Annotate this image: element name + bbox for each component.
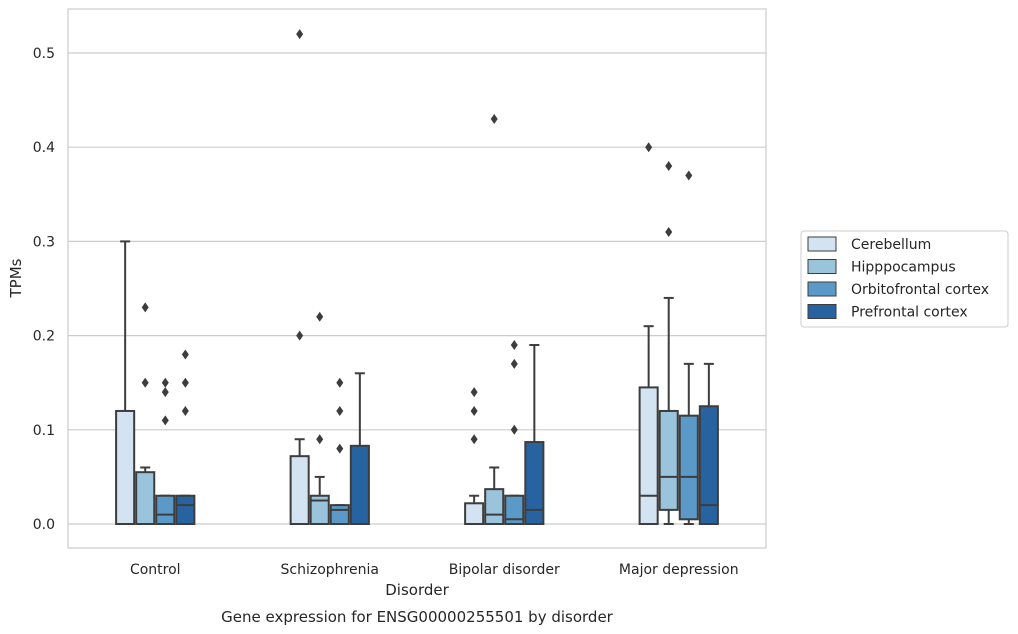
legend-label: Hipppocampus bbox=[851, 260, 956, 276]
x-axis-label: Disorder bbox=[385, 581, 449, 599]
outlier-point bbox=[510, 424, 518, 435]
box-body bbox=[349, 444, 370, 525]
box-hipppocampus-control bbox=[135, 302, 156, 526]
outlier-point bbox=[510, 358, 518, 369]
legend-label: Cerebellum bbox=[851, 237, 931, 253]
outlier-point bbox=[161, 387, 169, 398]
outlier-point bbox=[470, 405, 478, 416]
x-tick-label: Schizophrenia bbox=[281, 562, 379, 578]
box-prefrontal-cortex-control bbox=[175, 349, 196, 525]
outlier-point bbox=[645, 142, 653, 153]
box-hipppocampus-major-depression bbox=[658, 161, 679, 525]
y-tick-label: 0.3 bbox=[33, 234, 55, 250]
legend-swatch bbox=[807, 281, 837, 297]
outlier-point bbox=[296, 330, 304, 341]
outlier-point bbox=[665, 161, 673, 172]
y-tick-label: 0.1 bbox=[33, 423, 55, 439]
legend-swatch bbox=[807, 259, 837, 274]
legend-label: Prefrontal cortex bbox=[851, 305, 968, 321]
legend-frame bbox=[800, 230, 1009, 328]
outlier-point bbox=[336, 377, 344, 388]
outlier-point bbox=[316, 311, 324, 322]
outlier-point bbox=[316, 434, 324, 445]
box-body bbox=[524, 441, 545, 525]
box-body bbox=[155, 494, 176, 525]
box-body bbox=[698, 405, 719, 525]
box-body bbox=[504, 494, 525, 525]
box-prefrontal-cortex-schizophrenia bbox=[349, 372, 370, 525]
box-cerebellum-bipolar-disorder bbox=[464, 387, 485, 525]
outlier-point bbox=[665, 226, 673, 237]
x-tick-labels: Control Schizophrenia Bipolar disorder Majo… bbox=[130, 562, 739, 578]
x-tick-label: Bipolar disorder bbox=[449, 562, 560, 578]
x-tick-label: Control bbox=[130, 562, 181, 578]
box-orbitofrontal-cortex-control bbox=[155, 377, 176, 525]
outlier-point bbox=[161, 415, 169, 426]
outlier-point bbox=[181, 405, 189, 416]
outlier-point bbox=[336, 405, 344, 416]
outlier-point bbox=[181, 349, 189, 360]
outlier-point bbox=[470, 434, 478, 445]
box-hipppocampus-schizophrenia bbox=[309, 311, 330, 525]
boxes bbox=[115, 29, 719, 526]
box-body bbox=[464, 502, 485, 525]
box-cerebellum-major-depression bbox=[638, 142, 659, 525]
y-tick-label: 0.2 bbox=[33, 329, 55, 345]
box-body bbox=[115, 409, 136, 525]
outlier-point bbox=[490, 113, 498, 124]
y-tick-label: 0.5 bbox=[33, 46, 55, 62]
legend-swatch bbox=[807, 236, 837, 252]
plot-frame bbox=[67, 8, 767, 549]
box-body bbox=[289, 455, 310, 525]
box-body bbox=[484, 488, 505, 525]
y-tick-labels: 0.0 0.1 0.2 0.3 0.4 0.5 bbox=[33, 46, 55, 533]
box-prefrontal-cortex-bipolar-disorder bbox=[524, 344, 545, 525]
box-body bbox=[638, 386, 659, 525]
outlier-point bbox=[181, 377, 189, 388]
box-body bbox=[329, 504, 350, 526]
y-tick-label: 0.4 bbox=[33, 140, 55, 156]
outlier-point bbox=[141, 302, 149, 313]
chart-caption: Gene expression for ENSG00000255501 by d… bbox=[221, 608, 614, 626]
outlier-point bbox=[510, 340, 518, 351]
legend-label: Orbitofrontal cortex bbox=[851, 282, 989, 298]
box-body bbox=[309, 494, 330, 525]
box-orbitofrontal-cortex-major-depression bbox=[678, 170, 699, 525]
box-orbitofrontal-cortex-schizophrenia bbox=[329, 377, 350, 526]
box-prefrontal-cortex-major-depression bbox=[698, 362, 719, 525]
box-orbitofrontal-cortex-bipolar-disorder bbox=[504, 340, 525, 525]
box-body bbox=[135, 471, 156, 526]
box-cerebellum-control bbox=[115, 240, 136, 525]
box-hipppocampus-bipolar-disorder bbox=[484, 113, 505, 525]
outlier-point bbox=[470, 387, 478, 398]
y-tick-label: 0.0 bbox=[33, 517, 55, 533]
outlier-point bbox=[336, 443, 344, 454]
outlier-point bbox=[161, 377, 169, 388]
x-tick-label: Major depression bbox=[619, 562, 739, 578]
legend: Cerebellum Hipppocampus Orbitofrontal cort… bbox=[800, 230, 1009, 328]
y-axis-label: TPMs bbox=[7, 258, 25, 298]
box-body bbox=[678, 414, 699, 521]
box-body bbox=[175, 494, 196, 525]
box-cerebellum-schizophrenia bbox=[289, 29, 310, 525]
outlier-point bbox=[685, 170, 693, 181]
legend-swatch bbox=[807, 304, 837, 319]
box-body bbox=[658, 409, 679, 511]
outlier-point bbox=[296, 29, 304, 40]
outlier-point bbox=[141, 377, 149, 388]
